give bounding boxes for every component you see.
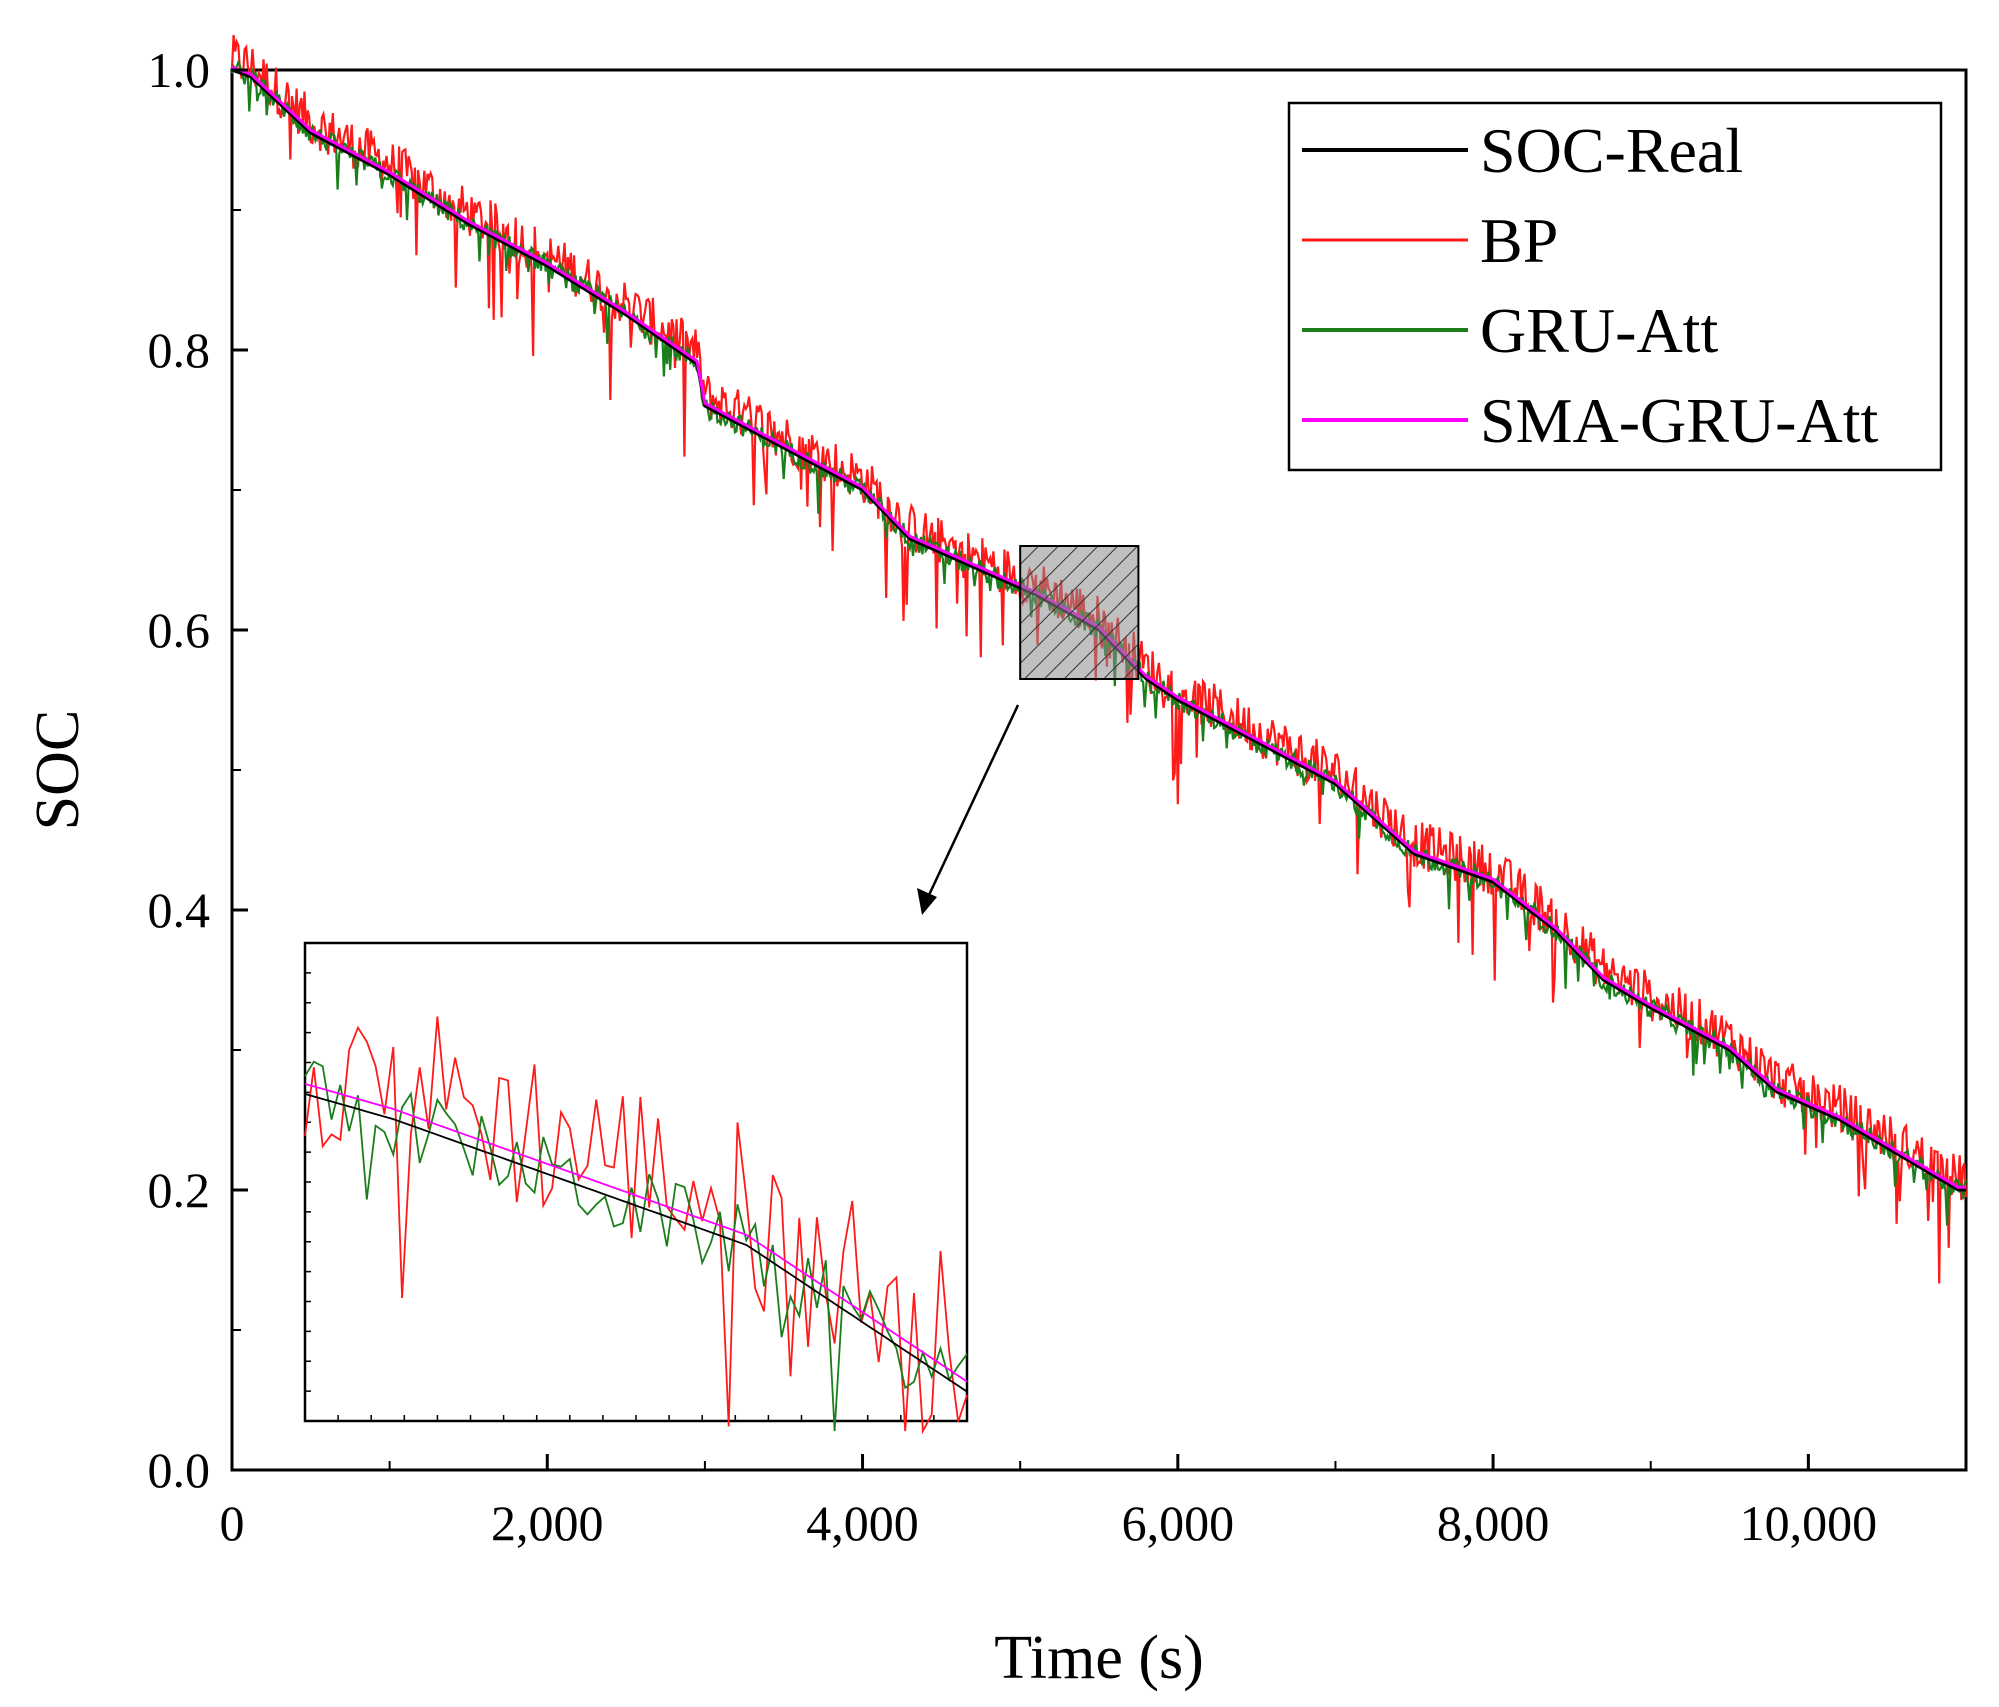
y-tick-label: 0.0	[148, 1442, 211, 1498]
legend: SOC-Real BP GRU-Att SMA-GRU-Att	[1287, 101, 1943, 472]
inset-zoom-plot	[303, 941, 969, 1435]
x-tick-label: 4,000	[806, 1495, 919, 1551]
x-tick-label: 0	[220, 1495, 245, 1551]
y-axis-title: SOC	[24, 710, 92, 831]
inset-line-sma-gru-att	[304, 1083, 968, 1383]
y-tick-label: 0.2	[148, 1162, 211, 1218]
zoom-highlight-box	[1019, 545, 1140, 680]
x-tick-label: 6,000	[1122, 1495, 1235, 1551]
legend-box	[1287, 101, 1943, 472]
y-tick-label: 1.0	[148, 42, 211, 98]
legend-label-sma-gru-att: SMA-GRU-Att	[1480, 385, 1878, 456]
x-tick-label: 2,000	[491, 1495, 604, 1551]
inset-line-soc-real	[304, 1093, 968, 1393]
inset-line-gru-att	[304, 1060, 968, 1432]
y-tick-label: 0.4	[148, 882, 211, 938]
legend-label-soc-real: SOC-Real	[1480, 115, 1743, 186]
x-tick-label: 10,000	[1740, 1495, 1878, 1551]
inset-ticks	[305, 972, 935, 1421]
y-axis-ticks: 0.0 0.2 0.4 0.6 0.8 1.0	[148, 42, 248, 1498]
y-tick-label: 0.8	[148, 322, 211, 378]
x-tick-label: 8,000	[1437, 1495, 1550, 1551]
legend-label-gru-att: GRU-Att	[1480, 295, 1718, 366]
x-axis-ticks: 0 2,000 4,000 6,000 8,000 10,000	[220, 1454, 1878, 1551]
y-tick-label: 0.6	[148, 602, 211, 658]
x-axis-title: Time (s)	[994, 1624, 1204, 1692]
zoom-arrow	[920, 704, 1020, 911]
legend-label-bp: BP	[1480, 205, 1558, 276]
inset-line-bp	[304, 1016, 968, 1435]
zoom-arrow-head	[917, 888, 937, 915]
